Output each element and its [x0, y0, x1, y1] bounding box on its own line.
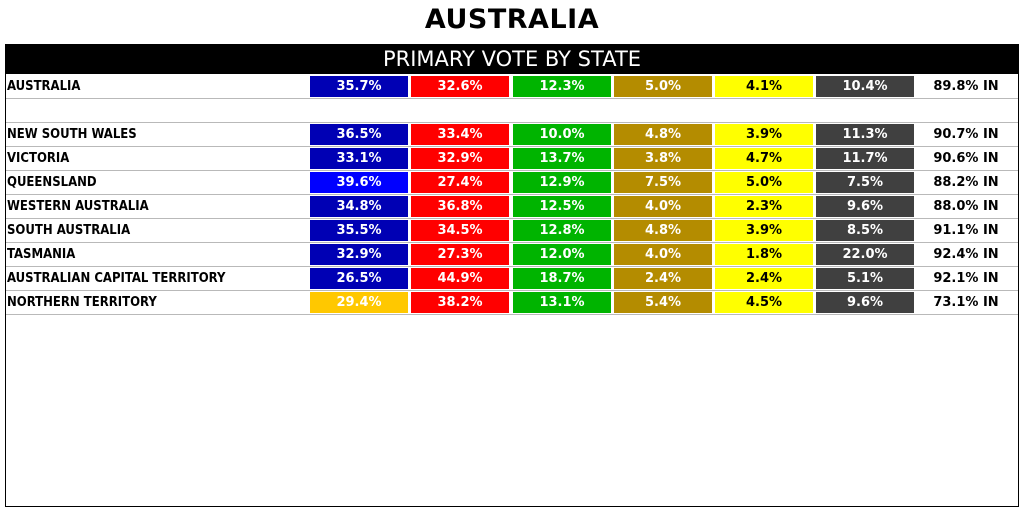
- party-5-value-cell: 1.8%: [715, 244, 813, 265]
- party-4-value-cell: 3.8%: [614, 148, 712, 169]
- counted-percent: 88.0% IN: [933, 199, 999, 214]
- counted-percent: 73.1% IN: [933, 295, 999, 310]
- section-header: PRIMARY VOTE BY STATE: [6, 45, 1018, 74]
- party-2-value-cell: 27.4%: [411, 172, 509, 193]
- results-table: PRIMARY VOTE BY STATE AUSTRALIA 35.7% 32.6…: [5, 44, 1019, 507]
- party-5-value-cell: 3.9%: [715, 124, 813, 145]
- party-1-value-cell: 34.8%: [310, 196, 408, 217]
- row-label: VICTORIA: [7, 151, 70, 166]
- party-2-value-cell: 38.2%: [411, 292, 509, 313]
- party-3-value-cell: 12.3%: [513, 76, 611, 97]
- party-2-value-cell: 34.5%: [411, 220, 509, 241]
- table-row-state: QUEENSLAND 39.6% 27.4% 12.9% 7.5% 5.0% 7.5% 88.…: [6, 171, 1018, 195]
- table-row-state: AUSTRALIAN CAPITAL TERRITORY 26.5% 44.9% 18…: [6, 267, 1018, 291]
- party-2-value-cell: 44.9%: [411, 268, 509, 289]
- party-4-value-cell: 4.8%: [614, 124, 712, 145]
- row-label: WESTERN AUSTRALIA: [7, 199, 149, 214]
- party-5-value-cell: 2.4%: [715, 268, 813, 289]
- table-row-state: WESTERN AUSTRALIA 34.8% 36.8% 12.5% 4.0% 2.3%…: [6, 195, 1018, 219]
- party-2-value-cell: 32.9%: [411, 148, 509, 169]
- party-1-value-cell: 33.1%: [310, 148, 408, 169]
- party-6-value-cell: 9.6%: [816, 196, 914, 217]
- party-3-value-cell: 12.9%: [513, 172, 611, 193]
- table-row-state: NEW SOUTH WALES 36.5% 33.4% 10.0% 4.8% 3.9% 11…: [6, 123, 1018, 147]
- table-row-state: VICTORIA 33.1% 32.9% 13.7% 3.8% 4.7% 11.7% 90.6…: [6, 147, 1018, 171]
- table-row-state: NORTHERN TERRITORY 29.4% 38.2% 13.1% 5.4% 4.5…: [6, 291, 1018, 315]
- party-5-value-cell: 3.9%: [715, 220, 813, 241]
- counted-percent: 88.2% IN: [933, 175, 999, 190]
- table-row-state: SOUTH AUSTRALIA 35.5% 34.5% 12.8% 4.8% 3.9% 8.…: [6, 219, 1018, 243]
- counted-percent: 91.1% IN: [933, 223, 999, 238]
- party-1-value-cell: 35.5%: [310, 220, 408, 241]
- party-2-value-cell: 32.6%: [411, 76, 509, 97]
- party-5-value-cell: 4.7%: [715, 148, 813, 169]
- row-label: AUSTRALIAN CAPITAL TERRITORY: [7, 271, 226, 286]
- party-1-value-cell: 35.7%: [310, 76, 408, 97]
- row-label: AUSTRALIA: [7, 79, 81, 94]
- party-2-value-cell: 36.8%: [411, 196, 509, 217]
- party-4-value-cell: 7.5%: [614, 172, 712, 193]
- party-5-value-cell: 4.1%: [715, 76, 813, 97]
- party-5-value-cell: 2.3%: [715, 196, 813, 217]
- party-1-value-cell: 26.5%: [310, 268, 408, 289]
- party-6-value-cell: 10.4%: [816, 76, 914, 97]
- party-6-value-cell: 8.5%: [816, 220, 914, 241]
- party-6-value-cell: 5.1%: [816, 268, 914, 289]
- party-6-value-cell: 11.7%: [816, 148, 914, 169]
- row-label: NORTHERN TERRITORY: [7, 295, 157, 310]
- page-title: AUSTRALIA: [424, 4, 600, 35]
- party-4-value-cell: 5.0%: [614, 76, 712, 97]
- table-row-national: AUSTRALIA 35.7% 32.6% 12.3% 5.0% 4.1% 10.4% 89.…: [6, 75, 1018, 99]
- party-2-value-cell: 33.4%: [411, 124, 509, 145]
- party-3-value-cell: 10.0%: [513, 124, 611, 145]
- row-divider: [6, 99, 1018, 123]
- party-1-value-cell: 32.9%: [310, 244, 408, 265]
- row-label: NEW SOUTH WALES: [7, 127, 137, 142]
- table-row-state: TASMANIA 32.9% 27.3% 12.0% 4.0% 1.8% 22.0% 92.4…: [6, 243, 1018, 267]
- party-3-value-cell: 12.5%: [513, 196, 611, 217]
- party-2-value-cell: 27.3%: [411, 244, 509, 265]
- party-5-value-cell: 4.5%: [715, 292, 813, 313]
- party-3-value-cell: 12.8%: [513, 220, 611, 241]
- party-6-value-cell: 7.5%: [816, 172, 914, 193]
- row-label: SOUTH AUSTRALIA: [7, 223, 131, 238]
- party-3-value-cell: 13.7%: [513, 148, 611, 169]
- row-label: TASMANIA: [7, 247, 76, 262]
- counted-percent: 89.8% IN: [933, 79, 999, 94]
- counted-percent: 90.7% IN: [933, 127, 999, 142]
- party-6-value-cell: 9.6%: [816, 292, 914, 313]
- party-3-value-cell: 12.0%: [513, 244, 611, 265]
- party-5-value-cell: 5.0%: [715, 172, 813, 193]
- party-1-value-cell: 36.5%: [310, 124, 408, 145]
- counted-percent: 92.1% IN: [933, 271, 999, 286]
- party-4-value-cell: 5.4%: [614, 292, 712, 313]
- row-label: QUEENSLAND: [7, 175, 97, 190]
- counted-percent: 90.6% IN: [933, 151, 999, 166]
- party-4-value-cell: 4.8%: [614, 220, 712, 241]
- party-6-value-cell: 22.0%: [816, 244, 914, 265]
- party-4-value-cell: 4.0%: [614, 196, 712, 217]
- party-3-value-cell: 13.1%: [513, 292, 611, 313]
- party-4-value-cell: 4.0%: [614, 244, 712, 265]
- party-6-value-cell: 11.3%: [816, 124, 914, 145]
- party-1-value-cell: 39.6%: [310, 172, 408, 193]
- party-4-value-cell: 2.4%: [614, 268, 712, 289]
- counted-percent: 92.4% IN: [933, 247, 999, 262]
- party-1-value-cell: 29.4%: [310, 292, 408, 313]
- party-3-value-cell: 18.7%: [513, 268, 611, 289]
